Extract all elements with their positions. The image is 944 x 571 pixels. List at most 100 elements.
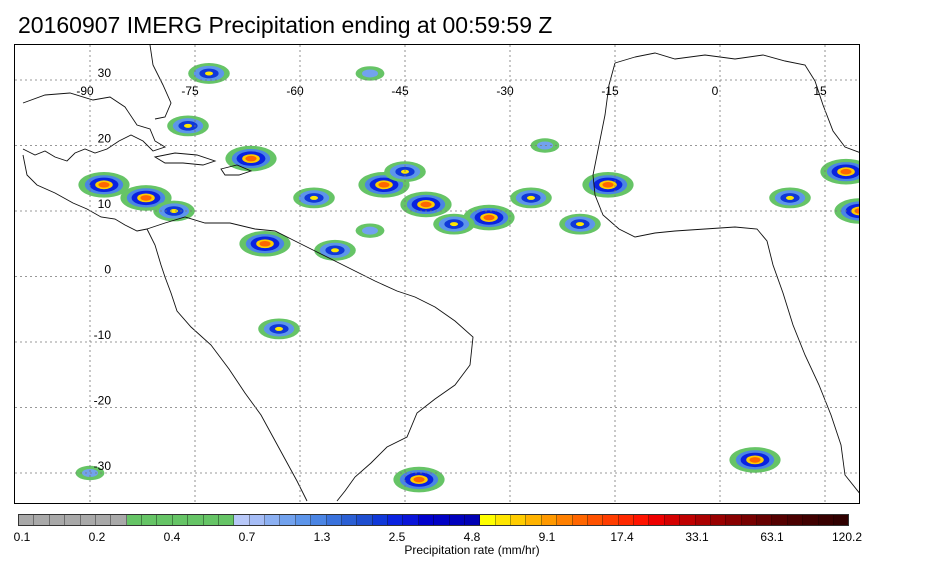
colorbar-swatch bbox=[341, 515, 358, 525]
precipitation-cell bbox=[769, 187, 811, 209]
colorbar-swatch bbox=[710, 515, 727, 525]
precipitation-cell bbox=[820, 158, 859, 185]
colorbar-swatch bbox=[111, 515, 127, 525]
latitude-label: -20 bbox=[94, 394, 112, 408]
precipitation-cell bbox=[729, 447, 781, 473]
colorbar-swatch bbox=[203, 515, 219, 525]
precipitation-cell bbox=[314, 239, 356, 261]
precipitation-contour bbox=[310, 195, 318, 200]
colorbar-swatch bbox=[664, 515, 681, 525]
latitude-label: 0 bbox=[104, 263, 111, 277]
colorbar bbox=[18, 514, 849, 526]
precipitation-contour bbox=[450, 222, 458, 227]
precipitation-cell bbox=[225, 145, 277, 172]
colorbar-swatch bbox=[49, 515, 66, 525]
colorbar-tick-label: 1.3 bbox=[313, 530, 331, 544]
precipitation-cell bbox=[582, 172, 634, 198]
colorbar-swatch bbox=[480, 515, 496, 525]
latitude-label: -30 bbox=[94, 459, 112, 473]
latitude-label: 10 bbox=[98, 197, 112, 211]
precipitation-cell bbox=[393, 466, 445, 493]
colorbar-tick-label: 0.2 bbox=[88, 530, 106, 544]
colorbar-swatch bbox=[157, 515, 173, 525]
precipitation-contour bbox=[184, 123, 192, 128]
colorbar-swatch bbox=[603, 515, 619, 525]
colorbar-swatch bbox=[65, 515, 81, 525]
precipitation-contour bbox=[749, 457, 761, 463]
colorbar-swatch bbox=[172, 515, 189, 525]
colorbar-swatch bbox=[188, 515, 204, 525]
colorbar-swatch bbox=[372, 515, 388, 525]
precipitation-contour bbox=[140, 195, 152, 201]
precipitation-cell bbox=[400, 191, 452, 218]
precipitation-cell bbox=[167, 115, 209, 137]
colorbar-tick-label: 9.1 bbox=[538, 530, 556, 544]
precipitation-contour bbox=[576, 222, 584, 227]
colorbar-swatch bbox=[388, 515, 404, 525]
colorbar-swatch bbox=[464, 515, 481, 525]
colorbar-swatch bbox=[757, 515, 773, 525]
longitude-label: -75 bbox=[181, 84, 199, 98]
colorbar-swatch bbox=[818, 515, 834, 525]
colorbar-swatch bbox=[541, 515, 558, 525]
colorbar-swatch bbox=[418, 515, 435, 525]
colorbar-swatch bbox=[265, 515, 281, 525]
coastlines bbox=[22, 45, 859, 502]
precipitation-contour bbox=[259, 240, 271, 247]
colorbar-swatch bbox=[695, 515, 711, 525]
colorbar-swatch bbox=[649, 515, 665, 525]
colorbar-swatch bbox=[234, 515, 250, 525]
longitude-label: 0 bbox=[712, 84, 719, 98]
longitude-label: 15 bbox=[813, 84, 827, 98]
colorbar-swatch bbox=[403, 515, 419, 525]
longitude-label: -60 bbox=[286, 84, 304, 98]
colorbar-swatch bbox=[295, 515, 312, 525]
longitude-label: -90 bbox=[76, 84, 94, 98]
colorbar-tick-label: 120.2 bbox=[831, 530, 863, 544]
colorbar-tick-label: 63.1 bbox=[760, 530, 784, 544]
precipitation-contour bbox=[331, 248, 339, 253]
longitude-labels: -90 -75 -60 -45 -30 -15 0 15 bbox=[76, 84, 827, 98]
precipitation-cell bbox=[153, 200, 195, 222]
precipitation-contour bbox=[840, 168, 852, 175]
colorbar-swatch bbox=[126, 515, 142, 525]
precipitation-contour bbox=[786, 195, 794, 200]
precipitation-cell bbox=[433, 213, 475, 235]
precipitation-contour bbox=[413, 476, 425, 483]
map-canvas: -90 -75 -60 -45 -30 -15 0 15 30 20 10 0 -10 -20 -30 bbox=[15, 45, 859, 503]
colorbar-swatch bbox=[19, 515, 35, 525]
colorbar-swatch bbox=[95, 515, 112, 525]
precipitation-contour bbox=[362, 226, 378, 235]
precipitation-map: -90 -75 -60 -45 -30 -15 0 15 30 20 10 0 -10 -20 -30 bbox=[14, 44, 860, 504]
colorbar-swatch bbox=[434, 515, 450, 525]
longitude-label: -30 bbox=[496, 84, 514, 98]
precipitation-cell bbox=[258, 318, 300, 340]
colorbar-tick-label: 0.7 bbox=[238, 530, 256, 544]
colorbar-tick-label: 2.5 bbox=[388, 530, 406, 544]
colorbar-swatch bbox=[772, 515, 788, 525]
precipitation-cell bbox=[355, 66, 385, 81]
longitude-label: -15 bbox=[601, 84, 619, 98]
colorbar-swatch bbox=[495, 515, 511, 525]
precipitation-contour bbox=[205, 71, 213, 76]
colorbar-swatch bbox=[726, 515, 742, 525]
precipitation-contour bbox=[483, 214, 495, 221]
precipitation-cell bbox=[559, 213, 601, 235]
colorbar-swatch bbox=[803, 515, 819, 525]
colorbar-swatch bbox=[449, 515, 465, 525]
precipitation-layer bbox=[75, 63, 859, 493]
colorbar-swatch bbox=[526, 515, 542, 525]
colorbar-swatch bbox=[311, 515, 327, 525]
precipitation-contour bbox=[378, 182, 390, 188]
colorbar-swatch bbox=[249, 515, 265, 525]
precipitation-contour bbox=[420, 201, 432, 208]
latitude-label: -10 bbox=[94, 328, 112, 342]
colorbar-swatch bbox=[218, 515, 235, 525]
colorbar-swatch bbox=[511, 515, 527, 525]
precipitation-cell bbox=[510, 187, 552, 209]
colorbar-swatch bbox=[572, 515, 588, 525]
colorbar-swatch bbox=[357, 515, 373, 525]
colorbar-swatch bbox=[741, 515, 757, 525]
precipitation-cell bbox=[355, 223, 385, 238]
precipitation-contour bbox=[527, 195, 535, 200]
